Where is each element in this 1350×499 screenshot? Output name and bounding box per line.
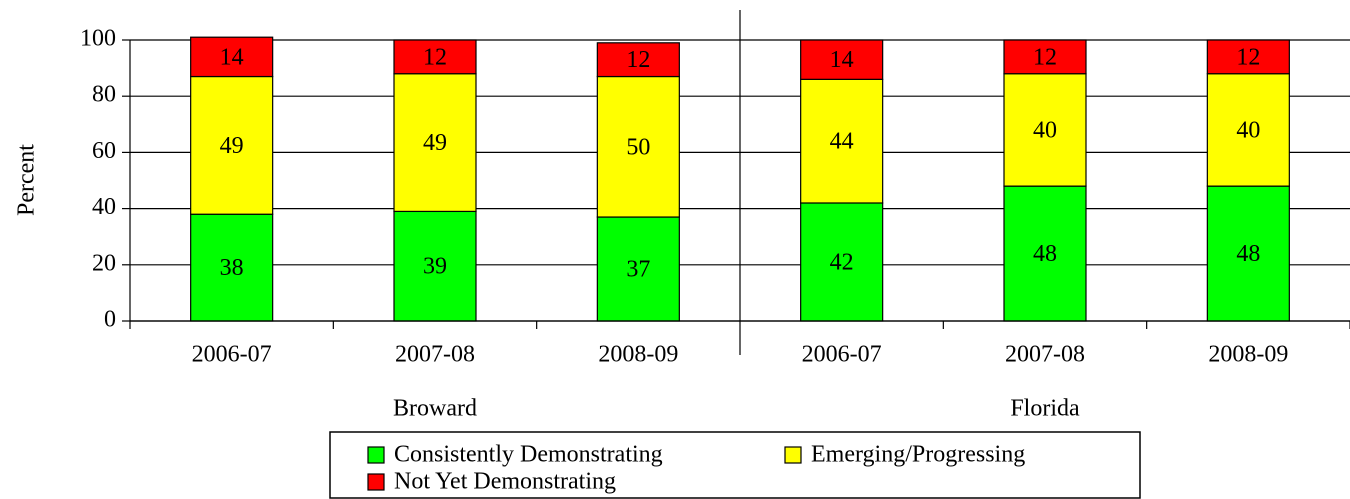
bar-segment: [596, 75, 680, 218]
y-tick-label: 0: [104, 307, 116, 333]
data-label: 40: [1236, 117, 1260, 143]
legend-box: [329, 431, 1141, 499]
bar-segment: [800, 39, 884, 80]
x-tick-label: 2007-08: [1005, 342, 1085, 368]
bar-segment: [393, 39, 477, 75]
legend-label: Consistently Demonstrating: [394, 442, 663, 468]
bar-segment: [1206, 39, 1290, 75]
x-tick-label: 2006-07: [192, 342, 272, 368]
data-label: 49: [220, 133, 244, 159]
data-label: 12: [1033, 44, 1057, 70]
data-label: 48: [1236, 241, 1260, 267]
y-tick-label: 60: [92, 138, 116, 164]
y-tick-label: 100: [80, 26, 116, 52]
y-tick-label: 40: [92, 194, 116, 220]
legend-swatch: [784, 446, 802, 464]
x-tick-label: 2006-07: [802, 342, 882, 368]
bar-segment: [1003, 39, 1087, 75]
x-tick-label: 2008-09: [598, 342, 678, 368]
bar-segment: [393, 210, 477, 322]
data-label: 12: [626, 47, 650, 73]
data-label: 12: [423, 44, 447, 70]
data-label: 44: [830, 129, 854, 155]
data-label: 48: [1033, 241, 1057, 267]
bar-segment: [596, 216, 680, 322]
group-label: Broward: [393, 396, 477, 422]
data-label: 50: [626, 134, 650, 160]
bar-segment: [800, 202, 884, 322]
bar-segment: [1206, 185, 1290, 322]
bar-segment: [190, 36, 274, 78]
data-label: 14: [830, 47, 854, 73]
data-label: 49: [423, 130, 447, 156]
data-label: 40: [1033, 117, 1057, 143]
data-label: 38: [220, 255, 244, 281]
bar-segment: [190, 75, 274, 215]
y-tick-label: 80: [92, 82, 116, 108]
x-tick-label: 2008-09: [1208, 342, 1288, 368]
bar-segment: [1206, 73, 1290, 187]
group-label: Florida: [1010, 396, 1080, 422]
y-tick-label: 20: [92, 250, 116, 276]
bar-segment: [596, 42, 680, 78]
bar-segment: [1003, 185, 1087, 322]
legend-swatch: [367, 446, 385, 464]
legend-label: Not Yet Demonstrating: [394, 469, 616, 495]
x-tick-label: 2007-08: [395, 342, 475, 368]
legend-swatch: [367, 473, 385, 491]
legend-label: Emerging/Progressing: [811, 442, 1025, 468]
bar-segment: [800, 78, 884, 204]
data-label: 42: [830, 249, 854, 275]
y-axis-label: Percent: [14, 144, 40, 216]
bar-segment: [190, 213, 274, 322]
data-label: 14: [220, 44, 244, 70]
data-label: 39: [423, 254, 447, 280]
data-label: 12: [1236, 44, 1260, 70]
bar-segment: [393, 73, 477, 213]
data-label: 37: [626, 257, 650, 283]
